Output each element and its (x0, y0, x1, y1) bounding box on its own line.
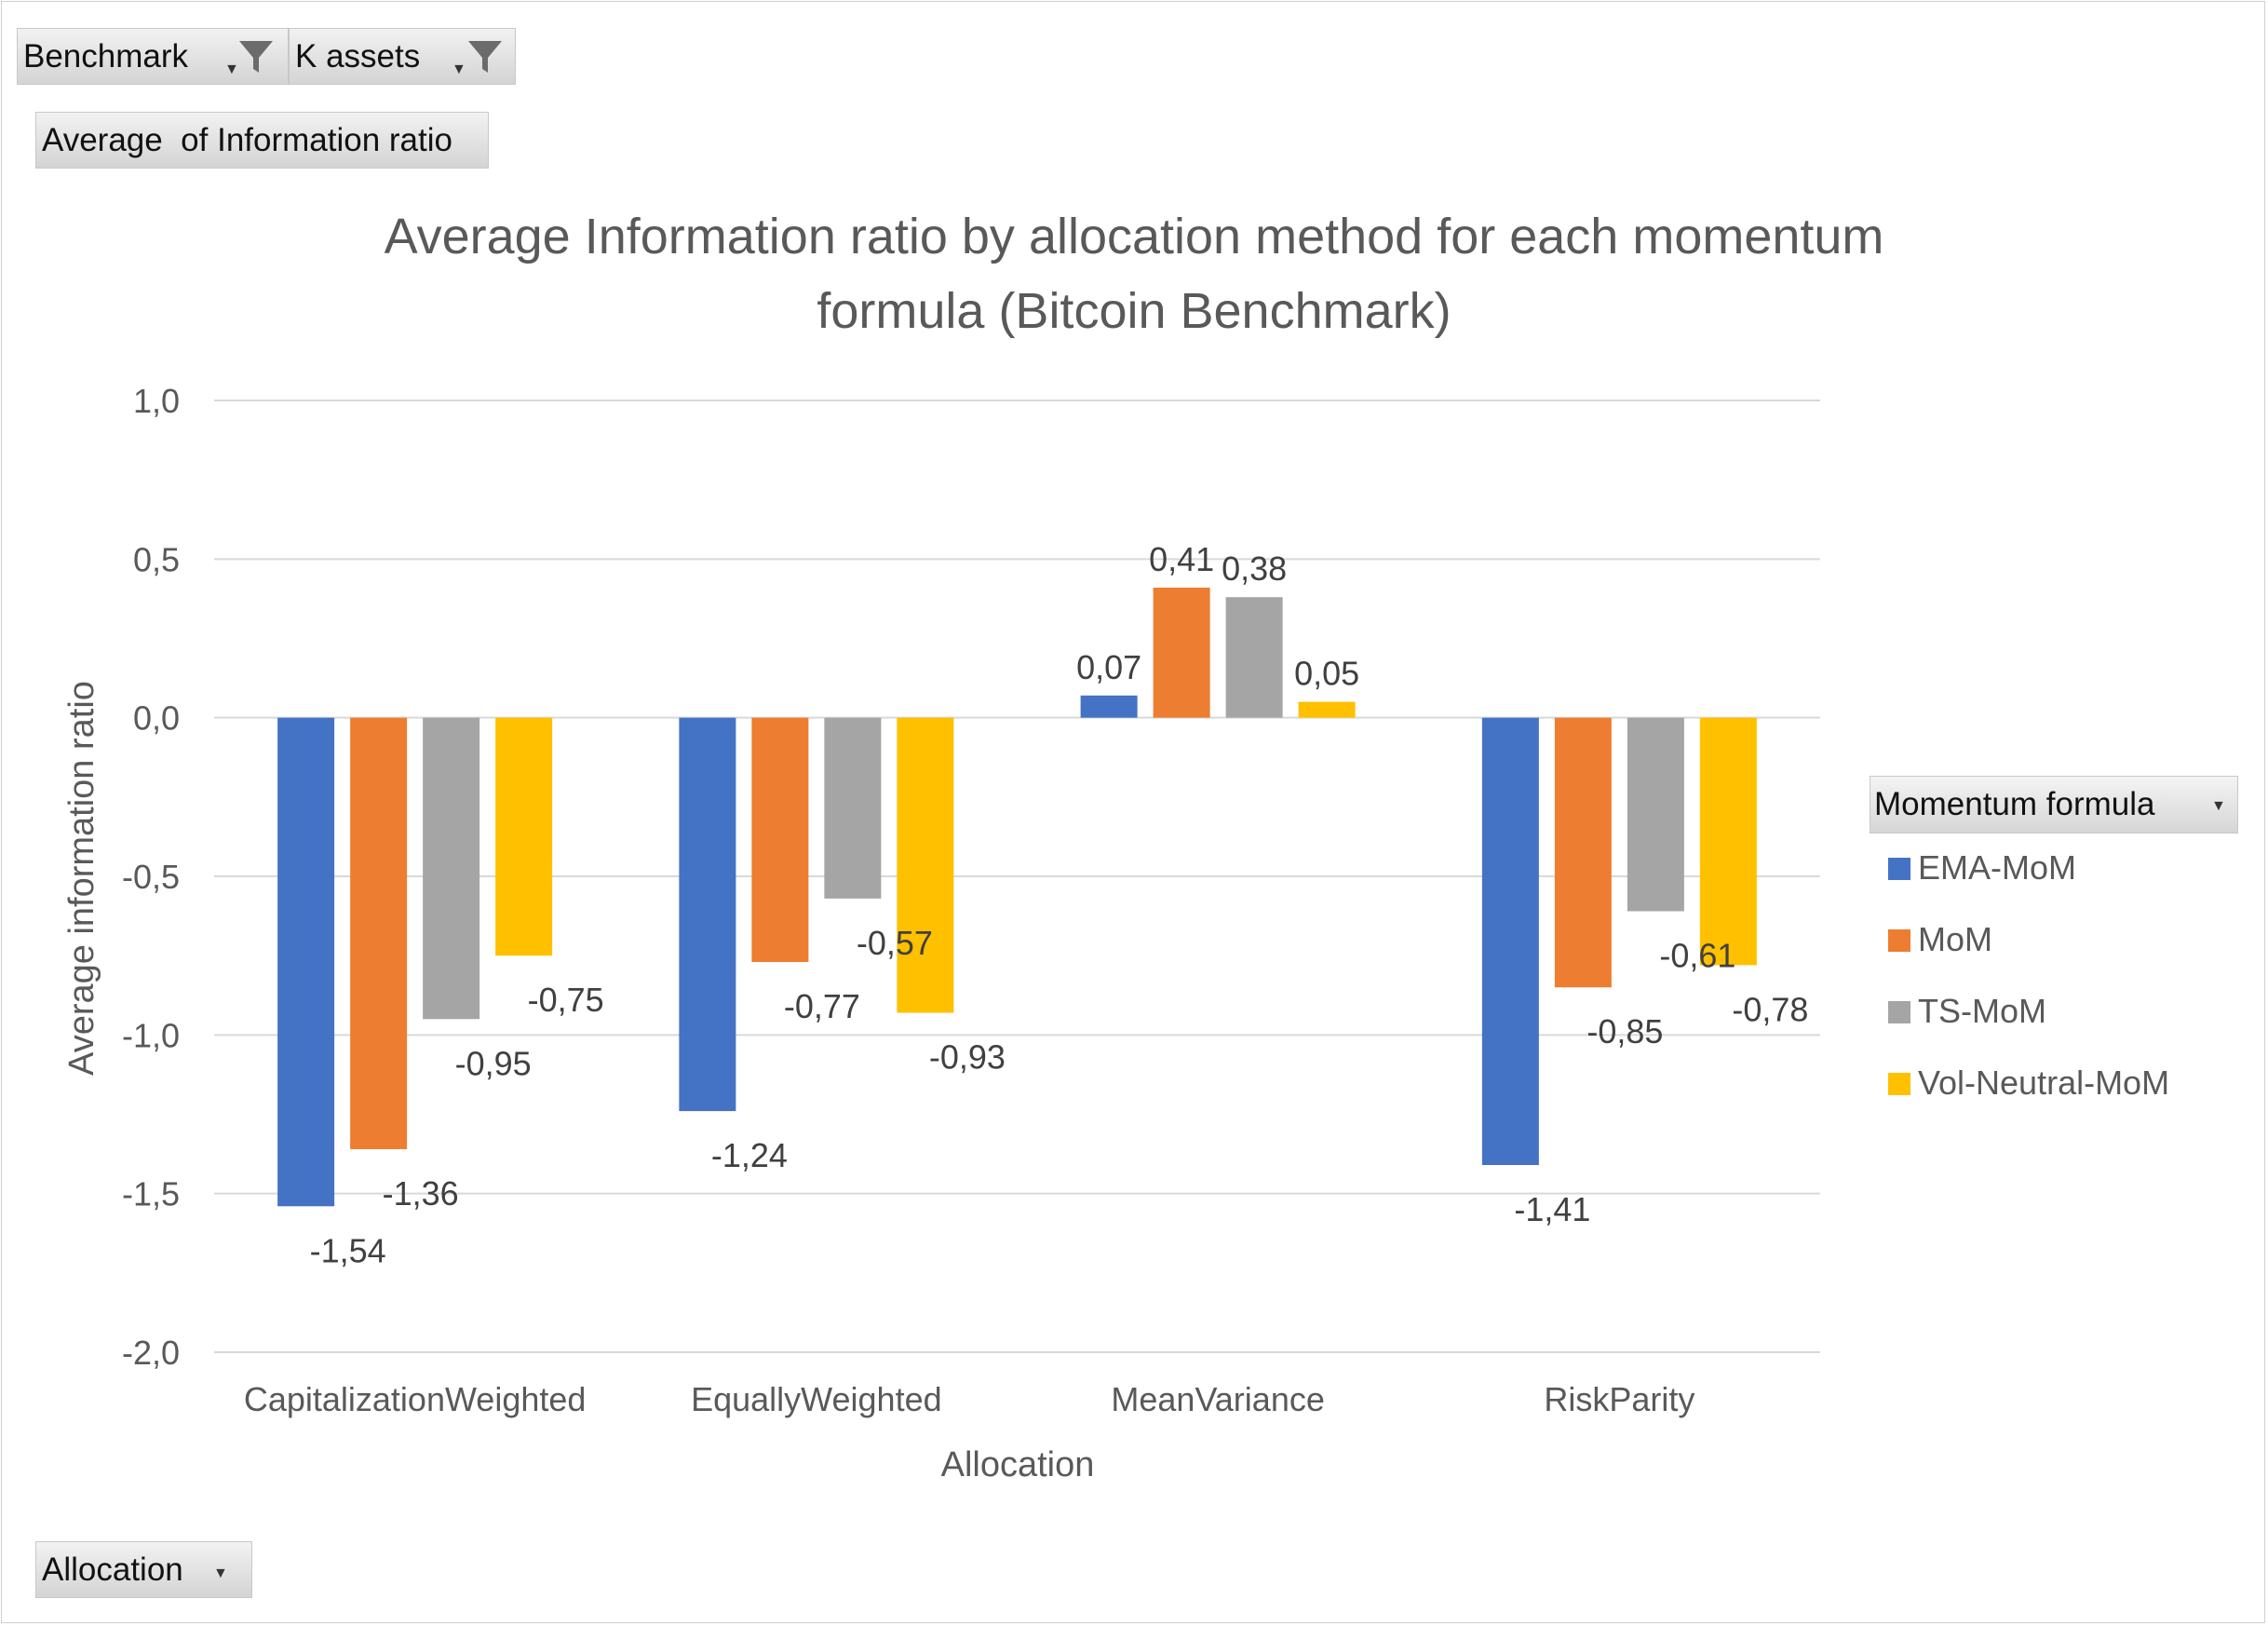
chart-title: Average Information ratio by allocation … (385, 209, 1884, 339)
data-label: -0,85 (1586, 1012, 1663, 1050)
allocation-axis-field-button[interactable]: Allocation ▼ (35, 1541, 252, 1598)
benchmark-filter-label: Benchmark (23, 38, 189, 75)
funnel-icon (468, 41, 502, 73)
data-label: -1,36 (383, 1174, 459, 1213)
x-tick-label: EquallyWeighted (691, 1380, 942, 1418)
dropdown-caret-icon: ▼ (452, 61, 466, 77)
y-tick-label: -0,5 (122, 858, 180, 896)
data-label: -0,78 (1732, 990, 1808, 1028)
legend-label-ema-mom: EMA-MoM (1918, 848, 2076, 887)
x-tick-label: MeanVariance (1111, 1380, 1324, 1418)
x-axis-ticks: CapitalizationWeighted EquallyWeighted Mea… (244, 1380, 1695, 1418)
data-label: -0,95 (455, 1044, 532, 1082)
chart-title-line-1: Average Information ratio by allocation … (385, 209, 1884, 264)
bar-ts-mom-capitalizationweighted (423, 717, 480, 1020)
y-tick-label: 0,0 (133, 699, 180, 738)
bar-ema-mom-capitalizationweighted (277, 717, 335, 1207)
chart-title-line-2: formula (Bitcoin Benchmark) (817, 283, 1451, 339)
data-label: -0,75 (528, 981, 604, 1019)
bar-ts-mom-riskparity (1627, 717, 1684, 912)
benchmark-filter-button[interactable]: Benchmark ▼ (17, 28, 289, 85)
data-label: 0,07 (1076, 648, 1141, 686)
y-tick-label: 1,0 (133, 382, 180, 420)
bar-vol-neutral-mom-capitalizationweighted (495, 717, 553, 956)
data-label: -1,54 (310, 1231, 386, 1269)
bar-mom-riskparity (1554, 717, 1612, 988)
data-label: 0,38 (1222, 549, 1287, 588)
y-axis-label: Average information ratio (62, 681, 101, 1076)
bars (277, 587, 1757, 1207)
bar-ema-mom-equallyweighted (679, 717, 736, 1112)
data-label: -0,61 (1659, 936, 1735, 974)
legend-label-vol-neutral-mom: Vol-Neutral-MoM (1918, 1064, 2169, 1102)
x-axis-label: Allocation (941, 1445, 1095, 1484)
bar-ema-mom-riskparity (1481, 717, 1539, 1166)
bar-mom-capitalizationweighted (350, 717, 408, 1149)
y-tick-label: -1,5 (122, 1175, 180, 1213)
y-axis-ticks: 1,0 0,5 0,0 -0,5 -1,0 -1,5 -2,0 (122, 382, 180, 1372)
bar-vol-neutral-mom-meanvariance (1298, 701, 1356, 718)
legend: EMA-MoM MoM TS-MoM Vol-Neutral-MoM (1888, 848, 2169, 1102)
funnel-icon (239, 41, 273, 73)
data-label: -0,93 (929, 1037, 1006, 1076)
gridlines (214, 400, 1820, 1353)
dropdown-caret-icon: ▼ (213, 1565, 228, 1581)
data-label: -0,57 (857, 924, 933, 962)
bar-vol-neutral-mom-equallyweighted (897, 717, 954, 1013)
legend-swatch-mom (1888, 929, 1910, 952)
legend-swatch-vol-neutral-mom (1888, 1073, 1910, 1095)
legend-field-button[interactable]: Momentum formula ▼ (1870, 776, 2238, 833)
bar-mom-equallyweighted (751, 717, 809, 962)
dropdown-caret-icon: ▼ (224, 61, 239, 77)
bar-ema-mom-meanvariance (1080, 695, 1138, 718)
k-assets-filter-button[interactable]: K assets ▼ (289, 28, 516, 85)
bar-vol-neutral-mom-riskparity (1699, 717, 1757, 966)
legend-label-mom: MoM (1918, 920, 1992, 958)
bar-ts-mom-equallyweighted (824, 717, 882, 899)
values-field-button[interactable]: Average of Information ratio (35, 112, 489, 169)
legend-field-label: Momentum formula (1874, 786, 2155, 822)
bar-mom-meanvariance (1153, 587, 1210, 718)
y-tick-label: -1,0 (122, 1016, 180, 1054)
data-label: -0,77 (784, 987, 860, 1025)
dropdown-caret-icon: ▼ (2211, 798, 2226, 814)
legend-swatch-ema-mom (1888, 858, 1910, 880)
data-label: 0,05 (1294, 655, 1359, 693)
y-tick-label: 0,5 (133, 540, 180, 578)
bar-ts-mom-meanvariance (1225, 597, 1283, 718)
data-labels: -1,54 -1,36 -0,95 -0,75 -1,24 -0,77 -0,57 -0,93… (310, 540, 1809, 1269)
legend-swatch-ts-mom (1888, 1001, 1910, 1023)
legend-label-ts-mom: TS-MoM (1918, 992, 2046, 1030)
x-tick-label: CapitalizationWeighted (244, 1380, 587, 1418)
values-field-label: Average of Information ratio (42, 122, 452, 158)
y-tick-label: -2,0 (122, 1334, 180, 1372)
k-assets-filter-label: K assets (295, 38, 421, 75)
allocation-axis-field-label: Allocation (42, 1551, 183, 1588)
data-label: -1,24 (711, 1136, 788, 1174)
data-label: 0,41 (1149, 540, 1214, 578)
x-tick-label: RiskParity (1544, 1380, 1694, 1418)
data-label: -1,41 (1514, 1190, 1590, 1228)
